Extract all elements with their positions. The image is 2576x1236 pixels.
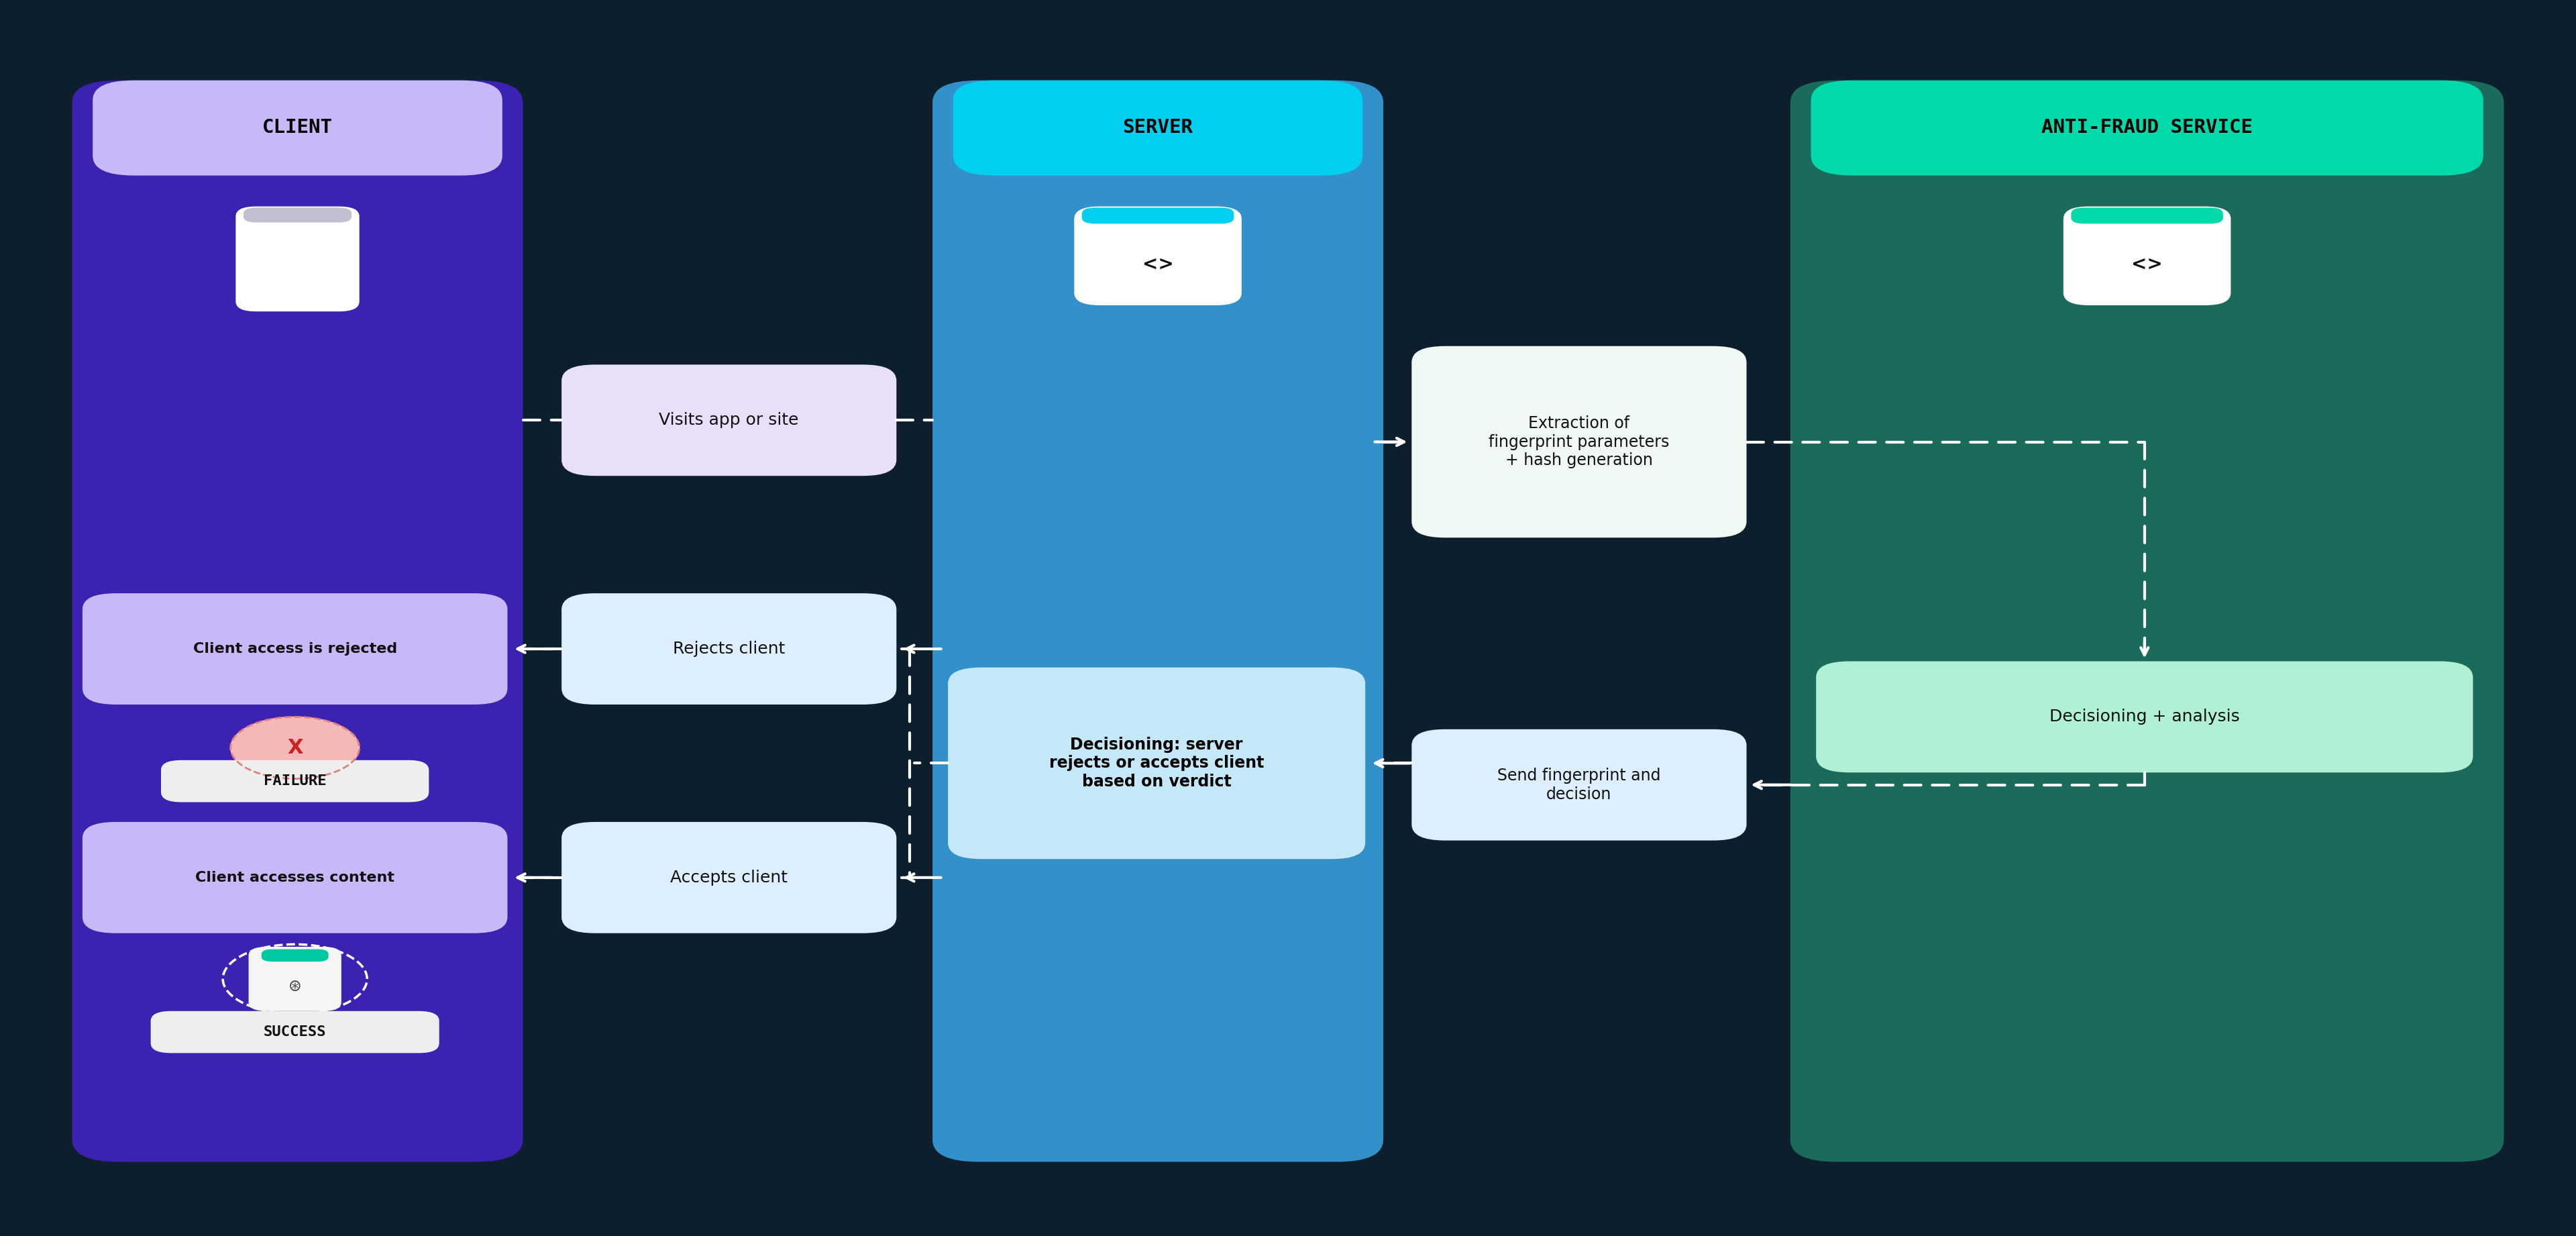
Text: Extraction of
fingerprint parameters
+ hash generation: Extraction of fingerprint parameters + h… — [1489, 415, 1669, 468]
FancyBboxPatch shape — [1074, 206, 1242, 305]
FancyBboxPatch shape — [562, 822, 896, 933]
Text: Decisioning: server
rejects or accepts client
based on verdict: Decisioning: server rejects or accepts c… — [1048, 737, 1265, 790]
Text: Decisioning + analysis: Decisioning + analysis — [2050, 708, 2239, 726]
Text: CLIENT: CLIENT — [263, 117, 332, 137]
Text: <>: <> — [2130, 255, 2164, 274]
Text: X: X — [286, 738, 304, 758]
Text: <>: <> — [1141, 255, 1175, 274]
FancyBboxPatch shape — [149, 1011, 438, 1053]
Text: Accepts client: Accepts client — [670, 869, 788, 886]
FancyBboxPatch shape — [242, 208, 350, 222]
FancyBboxPatch shape — [2071, 208, 2223, 224]
FancyBboxPatch shape — [2063, 206, 2231, 305]
FancyBboxPatch shape — [1412, 729, 1747, 840]
Text: ANTI-FRAUD SERVICE: ANTI-FRAUD SERVICE — [2040, 117, 2254, 137]
FancyBboxPatch shape — [562, 365, 896, 476]
FancyBboxPatch shape — [1790, 80, 2504, 1162]
FancyBboxPatch shape — [263, 949, 330, 962]
Text: SUCCESS: SUCCESS — [263, 1026, 327, 1038]
FancyBboxPatch shape — [1811, 80, 2483, 176]
FancyBboxPatch shape — [82, 593, 507, 705]
FancyBboxPatch shape — [933, 80, 1383, 1162]
FancyBboxPatch shape — [93, 80, 502, 176]
Text: SERVER: SERVER — [1123, 117, 1193, 137]
Text: Client access is rejected: Client access is rejected — [193, 643, 397, 655]
Text: ⊛: ⊛ — [289, 978, 301, 995]
FancyBboxPatch shape — [160, 760, 428, 802]
Text: Rejects client: Rejects client — [672, 640, 786, 658]
FancyBboxPatch shape — [948, 667, 1365, 859]
FancyBboxPatch shape — [72, 80, 523, 1162]
FancyBboxPatch shape — [1412, 346, 1747, 538]
FancyBboxPatch shape — [237, 206, 361, 311]
FancyBboxPatch shape — [953, 80, 1363, 176]
Text: Client accesses content: Client accesses content — [196, 871, 394, 884]
Circle shape — [232, 717, 361, 779]
FancyBboxPatch shape — [1816, 661, 2473, 772]
Text: Visits app or site: Visits app or site — [659, 412, 799, 429]
FancyBboxPatch shape — [247, 947, 340, 1011]
Text: FAILURE: FAILURE — [263, 775, 327, 787]
FancyBboxPatch shape — [82, 822, 507, 933]
FancyBboxPatch shape — [1082, 208, 1234, 224]
FancyBboxPatch shape — [562, 593, 896, 705]
Text: Send fingerprint and
decision: Send fingerprint and decision — [1497, 768, 1662, 802]
